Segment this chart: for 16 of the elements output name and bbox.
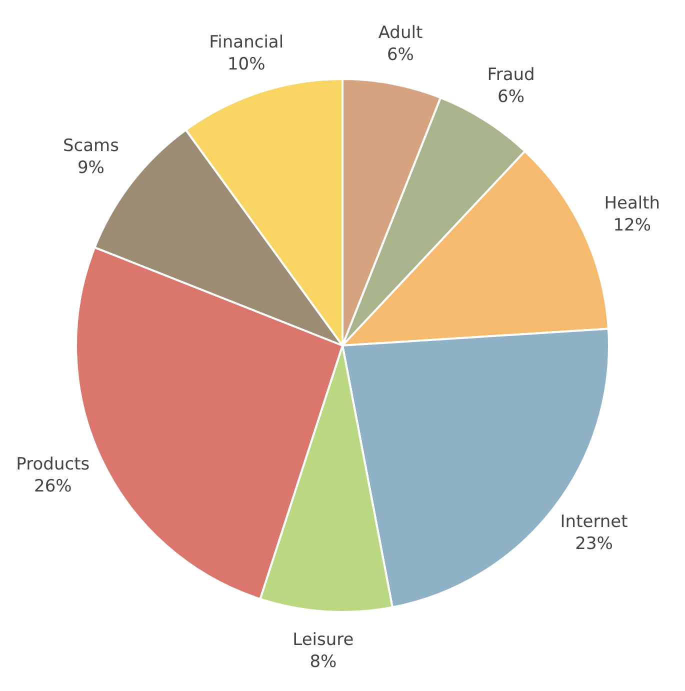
slice-label: Health <box>604 193 660 214</box>
data-label: 12% <box>613 215 652 236</box>
data-label: 6% <box>386 44 414 65</box>
data-label: 6% <box>498 87 525 108</box>
slice-label: Financial <box>209 32 284 52</box>
slice-label: Fraud <box>487 65 535 86</box>
slice-label: Leisure <box>292 630 354 650</box>
data-label: 23% <box>575 534 613 554</box>
data-label: 26% <box>34 476 72 496</box>
data-label: 9% <box>77 158 104 178</box>
slice-label: Adult <box>378 22 423 43</box>
data-label: 8% <box>310 652 337 672</box>
data-label: 10% <box>227 54 266 74</box>
slice-label: Scams <box>62 136 120 156</box>
slice-label: Internet <box>560 512 628 532</box>
slice-label: Products <box>16 454 90 474</box>
